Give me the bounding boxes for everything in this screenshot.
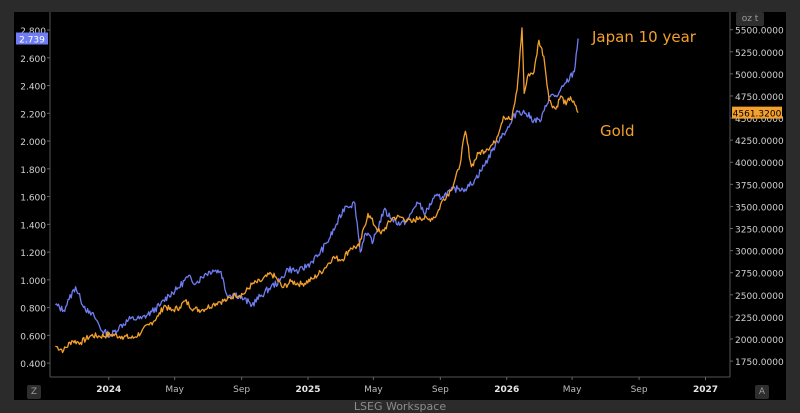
y-right-tick-label: 4500.0000 — [735, 115, 784, 125]
annotation-japan-10-year: Japan 10 year — [591, 28, 697, 46]
y-left-tick-label: 1.200 — [20, 249, 46, 259]
y-left-tick-label: 1.800 — [20, 166, 46, 176]
y-right-tick-label: 2250.0000 — [735, 314, 784, 324]
y-left-tick-label: 2.400 — [20, 83, 46, 93]
x-tick-label: Sep — [233, 385, 250, 395]
last-value-badge-gold — [732, 106, 782, 119]
annotation-gold: Gold — [600, 122, 635, 140]
last-value-badge-japan — [16, 32, 48, 45]
y-right-tick-label: 3750.0000 — [735, 181, 784, 191]
x-tick-label: 2027 — [693, 385, 718, 395]
y-axis-right-ticks: 1750.0000 2000.0000 2250.0000 2500.0000 2750… — [730, 27, 784, 368]
y-right-tick-label: 5000.0000 — [735, 71, 784, 81]
last-value-label-gold: 4561.3200 — [733, 110, 782, 120]
x-tick-label: 2025 — [296, 385, 321, 395]
y-left-tick-label: 1.600 — [20, 194, 46, 204]
y-right-tick-label: 3000.0000 — [735, 248, 784, 258]
unit-selector-button[interactable]: oz t — [736, 12, 764, 26]
y-left-tick-label: 0.600 — [20, 332, 46, 342]
x-tick-label: 2026 — [494, 385, 519, 395]
x-tick-label: 2024 — [96, 385, 121, 395]
y-right-tick-label: 5500.0000 — [735, 27, 784, 37]
x-tick-label: May — [165, 385, 184, 395]
x-axis-ticks: 2024 May Sep 2025 May Sep 2026 May Sep 2027 — [96, 377, 718, 395]
y-right-tick-label: 1750.0000 — [735, 358, 784, 368]
y-right-tick-label: 4250.0000 — [735, 137, 784, 147]
series-line-gold — [55, 27, 579, 354]
zoom-right-button[interactable]: A — [755, 385, 769, 399]
x-tick-label: May — [364, 385, 383, 395]
line-chart[interactable]: 0.400 0.600 0.800 1.000 1.200 1.400 1.600 1.800… — [14, 12, 786, 400]
last-value-labels: 2.739 4561.3200 — [16, 32, 782, 120]
x-tick-label: Sep — [631, 385, 648, 395]
series-line-japan-10-year — [54, 38, 579, 339]
x-tick-label: Sep — [432, 385, 449, 395]
y-right-tick-label: 2750.0000 — [735, 270, 784, 280]
y-axis-left-ticks: 0.400 0.600 0.800 1.000 1.200 1.400 1.600 1.800… — [20, 27, 50, 370]
y-right-tick-label: 5250.0000 — [735, 49, 784, 59]
y-right-tick-label: 3500.0000 — [735, 203, 784, 213]
series-lines — [54, 27, 579, 354]
last-value-label-japan: 2.739 — [19, 36, 45, 46]
y-left-tick-label: 0.800 — [20, 305, 46, 315]
y-right-tick-label: 4750.0000 — [735, 93, 784, 103]
y-left-tick-label: 2.800 — [20, 27, 46, 37]
y-right-tick-label: 4000.0000 — [735, 159, 784, 169]
footer-brand: LSEG Workspace — [353, 400, 447, 413]
y-right-tick-label: 2500.0000 — [735, 292, 784, 302]
y-left-tick-label: 2.000 — [20, 138, 46, 148]
y-left-tick-label: 1.400 — [20, 221, 46, 231]
zoom-left-button[interactable]: Z — [27, 385, 41, 399]
y-left-tick-label: 0.400 — [20, 360, 46, 370]
y-right-tick-label: 3250.0000 — [735, 226, 784, 236]
y-left-tick-label: 2.200 — [20, 110, 46, 120]
x-tick-label: May — [563, 385, 582, 395]
y-left-tick-label: 1.000 — [20, 277, 46, 287]
y-right-tick-label: 2000.0000 — [735, 336, 784, 346]
plot-area[interactable]: 0.400 0.600 0.800 1.000 1.200 1.400 1.600 1.800… — [14, 12, 786, 400]
y-left-tick-label: 2.600 — [20, 55, 46, 65]
